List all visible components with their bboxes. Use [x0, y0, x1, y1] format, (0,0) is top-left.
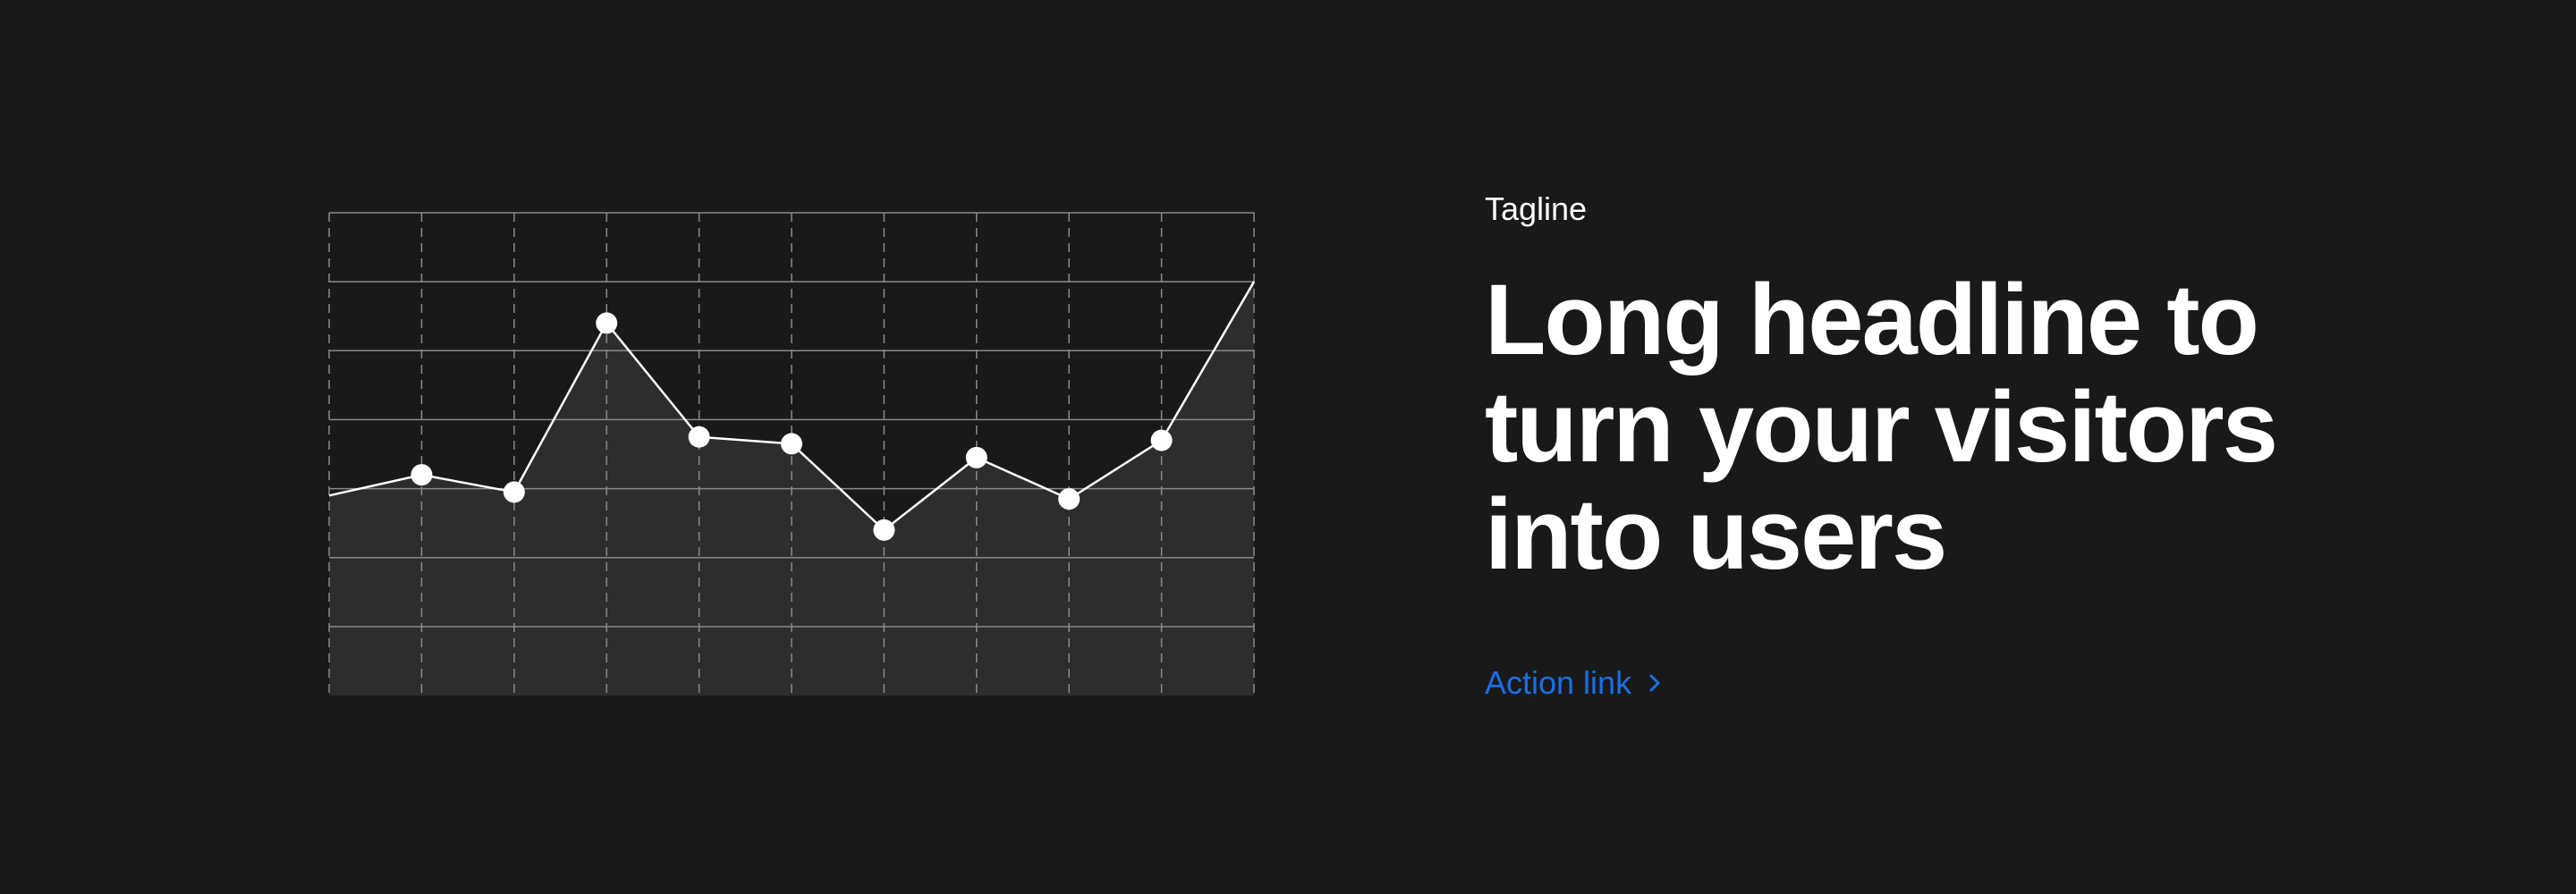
chart	[328, 212, 1256, 696]
data-point	[688, 426, 710, 448]
chevron-right-icon	[1644, 672, 1665, 694]
data-point	[1150, 429, 1173, 451]
data-point	[596, 312, 618, 334]
data-point	[873, 519, 895, 541]
data-point	[503, 481, 525, 503]
data-point	[1058, 488, 1080, 510]
data-point	[781, 433, 802, 455]
headline: Long headline to turn your visitors into…	[1485, 264, 2278, 590]
action-link-label: Action link	[1485, 664, 1632, 701]
action-link[interactable]: Action link	[1485, 662, 1665, 704]
hero-text: Tagline Long headline to turn your visit…	[1485, 188, 2379, 704]
data-point	[965, 446, 987, 468]
tagline: Tagline	[1485, 190, 1588, 227]
area-chart	[328, 212, 1256, 696]
data-point	[411, 464, 433, 486]
